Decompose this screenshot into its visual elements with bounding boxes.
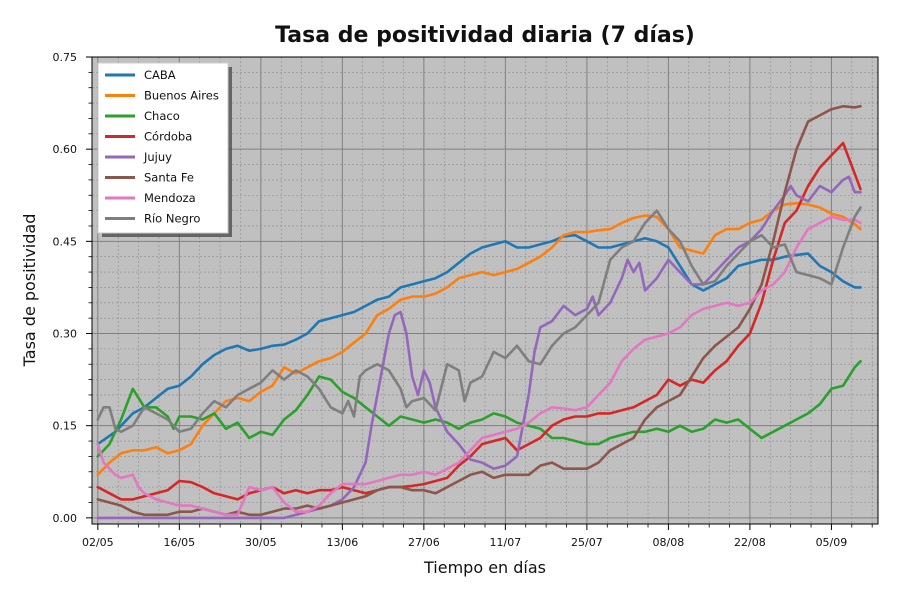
x-tick-label: 02/05 (82, 536, 114, 549)
x-tick-label: 05/09 (816, 536, 848, 549)
x-tick-label: 27/06 (408, 536, 440, 549)
x-axis-label: Tiempo en días (423, 558, 546, 577)
series-line-mendoza (96, 215, 862, 517)
x-tick-label: 13/06 (327, 536, 359, 549)
x-tick-label: 22/08 (734, 536, 766, 549)
y-tick-label: 0.75 (53, 51, 78, 64)
series-line-jujuy (96, 175, 862, 520)
legend-entry: Mendoza (144, 191, 196, 205)
series-line-cordoba (96, 141, 862, 501)
legend-box (97, 62, 229, 234)
x-tick-label: 08/08 (653, 536, 685, 549)
y-axis: 0.00 0.15 0.30 0.45 0.60 0.75 (53, 51, 92, 525)
x-tick-label: 11/07 (490, 536, 522, 549)
y-tick-label: 0.00 (53, 512, 78, 525)
y-tick-label: 0.60 (53, 143, 78, 156)
y-tick-label: 0.15 (53, 420, 78, 433)
legend: CABA Buenos Aires Chaco Córdoba Jujuy Santa F… (97, 62, 232, 237)
series-line-rio-negro (96, 206, 862, 434)
legend-entry: CABA (144, 68, 176, 82)
series-line-caba (96, 233, 862, 446)
series-line-buenos-aires (96, 201, 862, 477)
legend-entry: Santa Fe (144, 171, 194, 185)
legend-entry: Jujuy (143, 150, 172, 164)
x-tick-label: 30/05 (245, 536, 277, 549)
x-tick-label: 16/05 (163, 536, 195, 549)
legend-entry: Buenos Aires (144, 89, 219, 103)
legend-entry: Chaco (144, 109, 180, 123)
y-tick-label: 0.45 (53, 235, 78, 248)
chart-title: Tasa de positividad diaria (7 días) (275, 23, 695, 48)
y-tick-label: 0.30 (53, 328, 78, 341)
y-axis-label: Tasa de positividad (20, 214, 39, 368)
series-lines (96, 104, 862, 520)
series-line-chaco (96, 359, 862, 458)
x-axis: 02/05 16/05 30/05 13/06 27/06 11/07 25/07 08/08… (82, 524, 873, 549)
legend-entry: Córdoba (144, 130, 192, 144)
legend-entry: Río Negro (144, 212, 200, 226)
x-tick-label: 25/07 (571, 536, 603, 549)
